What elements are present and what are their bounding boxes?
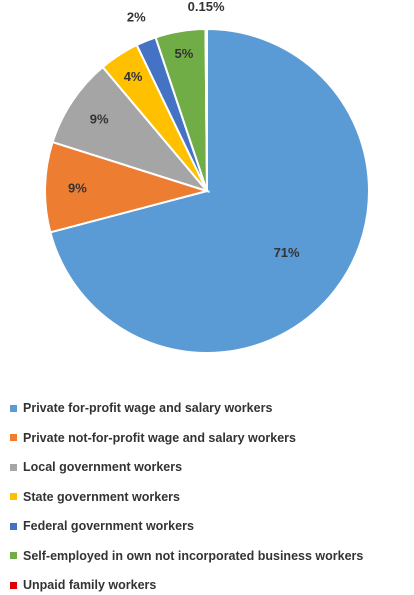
legend-item-state-government: State government workers xyxy=(10,488,180,506)
legend-item-private-not-for-profit: Private not-for-profit wage and salary w… xyxy=(10,429,296,447)
legend-label: Local government workers xyxy=(23,460,183,474)
pie-labels: 71% 9% 9% 4% 2% 5% 0.15% xyxy=(68,0,300,260)
legend-item-unpaid-family: Unpaid family workers xyxy=(10,576,156,594)
legend-label: Private not-for-profit wage and salary w… xyxy=(23,430,296,445)
legend-swatch xyxy=(10,493,17,500)
pie-slice xyxy=(51,65,210,193)
legend-label: State government workers xyxy=(23,489,180,504)
legend-label: Self-employed in own not incorporated bu… xyxy=(23,548,364,563)
legend-item-local-government: Local government workers xyxy=(10,458,182,476)
pie-slice xyxy=(204,27,208,192)
slice-data-label: 71% xyxy=(274,245,300,260)
legend-swatch xyxy=(10,552,17,559)
slice-data-label: 9% xyxy=(90,112,109,127)
legend-label: Private for-profit wage and salary worke… xyxy=(23,401,273,415)
legend-swatch xyxy=(10,581,17,589)
legend-swatch xyxy=(10,522,17,530)
slice-data-label: 4% xyxy=(124,69,143,84)
pie-slice xyxy=(44,140,211,234)
legend-label: Federal government workers xyxy=(23,519,194,533)
legend-label: Unpaid family workers xyxy=(23,578,157,592)
slice-data-label: 0.15% xyxy=(188,0,225,14)
slice-data-label: 2% xyxy=(127,9,146,24)
legend-item-private-for-profit: Private for-profit wage and salary worke… xyxy=(10,399,272,417)
legend-item-self-employed: Self-employed in own not incorporated bu… xyxy=(10,547,363,565)
legend-item-federal-government: Federal government workers xyxy=(10,517,194,535)
legend-swatch xyxy=(10,463,17,471)
slice-data-label: 5% xyxy=(175,46,194,61)
pie-slices xyxy=(44,27,370,354)
slice-data-label: 9% xyxy=(68,180,87,195)
legend-swatch xyxy=(10,434,17,441)
legend-swatch xyxy=(10,404,17,412)
